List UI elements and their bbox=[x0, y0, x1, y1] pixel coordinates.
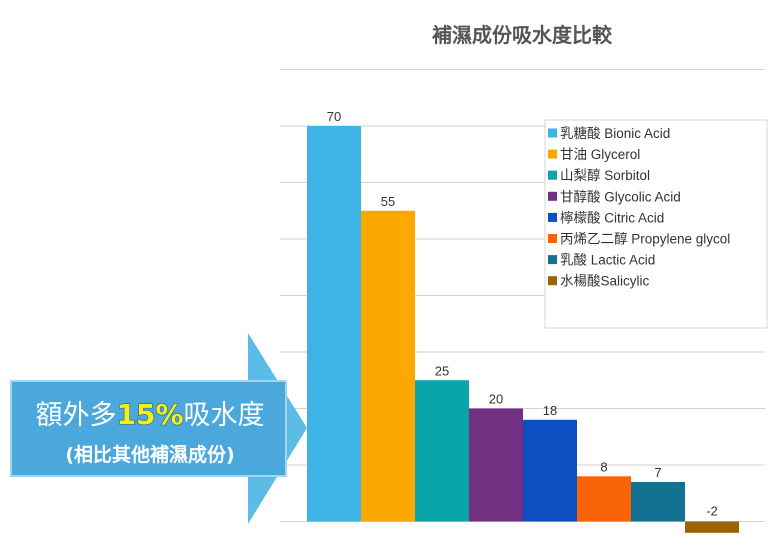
callout-subtext: (相比其他補濕成份) bbox=[65, 443, 234, 466]
callout-headline: 額外多15%吸水度 bbox=[35, 398, 264, 431]
bar bbox=[307, 126, 361, 522]
bar bbox=[523, 419, 577, 522]
callout-percentage: 15% bbox=[116, 398, 183, 431]
legend-label: 甘醇酸 Glycolic Acid bbox=[560, 188, 681, 204]
chart-title: 補濕成份吸水度比較 bbox=[431, 23, 613, 47]
legend-box bbox=[544, 119, 768, 329]
bars bbox=[307, 126, 739, 533]
value-label: 20 bbox=[489, 392, 503, 407]
bar bbox=[577, 476, 631, 522]
callout-box bbox=[10, 380, 287, 477]
callout: 額外多15%吸水度 (相比其他補濕成份) bbox=[10, 333, 307, 524]
value-label: 7 bbox=[654, 465, 661, 480]
legend-swatch bbox=[548, 149, 557, 159]
legend-swatch bbox=[548, 128, 557, 138]
legend-label: 檸檬酸 Citric Acid bbox=[560, 210, 664, 225]
legend-label: 甘油 Glycerol bbox=[560, 147, 640, 162]
bar bbox=[631, 481, 685, 522]
legend: 乳糖酸 Bionic Acid 甘油 Glycerol 山梨醇 Sorbitol 甘醇… bbox=[544, 119, 768, 329]
value-labels: 70 55 25 20 18 8 7 -2 bbox=[327, 109, 718, 519]
bar bbox=[415, 380, 469, 522]
legend-label: 乳酸 Lactic Acid bbox=[560, 253, 655, 268]
legend-swatch bbox=[548, 276, 557, 286]
legend-label: 丙烯乙二醇 Propylene glycol bbox=[560, 231, 730, 247]
value-label: 25 bbox=[435, 363, 449, 378]
value-label: 18 bbox=[543, 403, 557, 418]
bar bbox=[361, 210, 415, 522]
value-label: 70 bbox=[327, 109, 341, 124]
legend-label: 山梨醇 Sorbitol bbox=[560, 167, 650, 183]
value-label: -2 bbox=[706, 504, 718, 519]
value-label: 55 bbox=[381, 194, 395, 209]
value-label: 8 bbox=[600, 459, 607, 474]
legend-swatch bbox=[548, 191, 557, 201]
legend-label: 乳糖酸 Bionic Acid bbox=[560, 126, 670, 141]
legend-swatch bbox=[548, 212, 557, 222]
legend-swatch bbox=[548, 234, 557, 243]
bar bbox=[469, 408, 523, 522]
legend-label: 水楊酸Salicylic bbox=[560, 274, 650, 289]
callout-prefix: 額外多 bbox=[35, 400, 116, 431]
bar bbox=[685, 521, 739, 533]
legend-swatch bbox=[548, 255, 557, 265]
callout-suffix: 吸水度 bbox=[184, 400, 265, 431]
legend-swatch bbox=[548, 170, 557, 180]
